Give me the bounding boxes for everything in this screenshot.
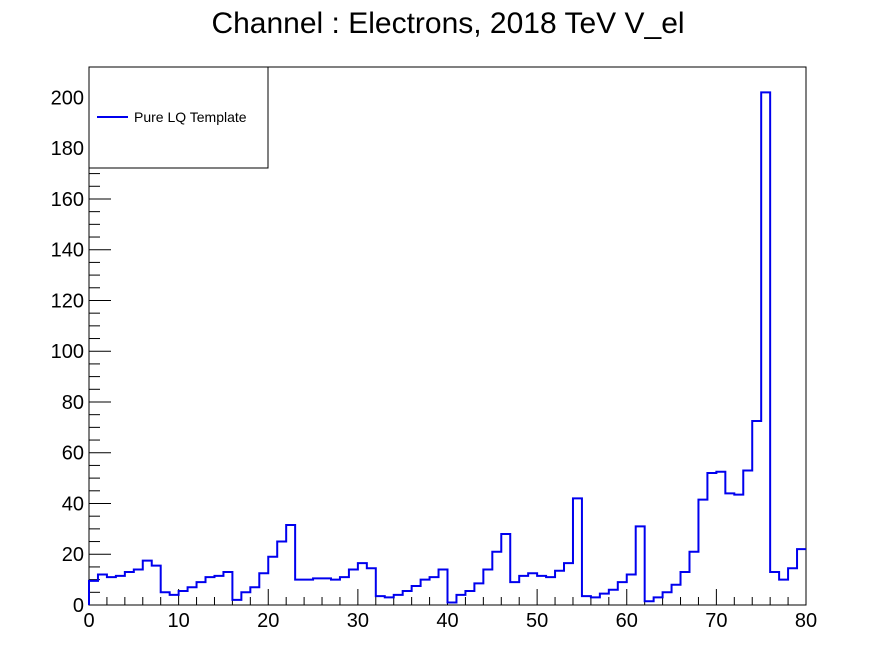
legend: Pure LQ Template — [88, 66, 269, 169]
x-tick-label: 10 — [168, 610, 190, 632]
y-tick-label: 120 — [51, 290, 84, 312]
x-tick-label: 20 — [257, 610, 279, 632]
x-tick-label: 30 — [347, 610, 369, 632]
series-layer — [88, 91, 806, 605]
y-tick-label: 200 — [51, 87, 84, 109]
y-tick-label: 80 — [62, 392, 84, 414]
x-tick-label: 80 — [795, 610, 817, 632]
y-tick-label: 40 — [62, 493, 84, 515]
x-tick-label: 0 — [83, 610, 94, 632]
y-tick-label: 100 — [51, 341, 84, 363]
y-tick-label: 20 — [62, 544, 84, 566]
axis-tick-labels: 0 10 20 30 40 50 60 70 80 0 20 40 60 80 100 120 140 160 18… — [51, 87, 818, 632]
x-tick-label: 60 — [616, 610, 638, 632]
y-tick-label: 0 — [73, 595, 84, 617]
y-tick-label: 140 — [51, 240, 84, 262]
y-tick-label: 160 — [51, 189, 84, 211]
legend-label-pure-lq-template: Pure LQ Template — [134, 109, 247, 125]
y-tick-label: 60 — [62, 443, 84, 465]
series-line-pure-lq-template — [88, 91, 806, 605]
x-tick-label: 50 — [526, 610, 548, 632]
x-tick-label: 40 — [436, 610, 458, 632]
chart-title: Channel : Electrons, 2018 TeV V_el — [211, 7, 684, 40]
y-tick-label: 180 — [51, 138, 84, 160]
x-tick-label: 70 — [705, 610, 727, 632]
